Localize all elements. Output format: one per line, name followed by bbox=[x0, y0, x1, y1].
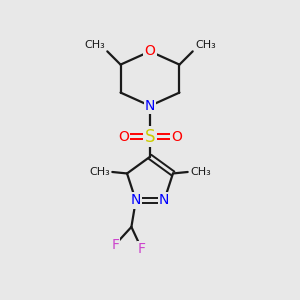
Text: F: F bbox=[138, 242, 146, 256]
Text: N: N bbox=[145, 99, 155, 113]
Text: N: N bbox=[130, 194, 141, 207]
Text: CH₃: CH₃ bbox=[89, 167, 110, 177]
Text: O: O bbox=[145, 44, 155, 58]
Text: CH₃: CH₃ bbox=[190, 167, 211, 177]
Text: O: O bbox=[171, 130, 182, 144]
Text: N: N bbox=[159, 194, 169, 207]
Text: CH₃: CH₃ bbox=[195, 40, 216, 50]
Text: F: F bbox=[111, 238, 119, 252]
Text: S: S bbox=[145, 128, 155, 146]
Text: CH₃: CH₃ bbox=[84, 40, 105, 50]
Text: O: O bbox=[118, 130, 129, 144]
